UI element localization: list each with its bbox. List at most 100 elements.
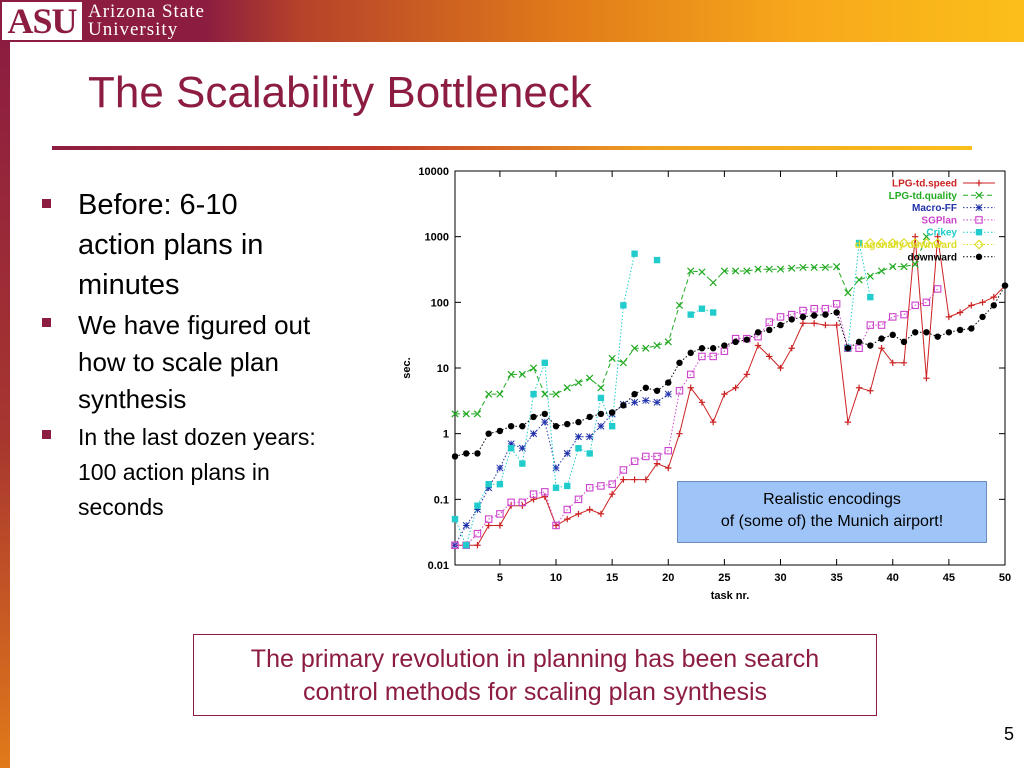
data-point — [597, 422, 605, 430]
data-point — [945, 313, 953, 321]
data-point — [922, 233, 931, 241]
data-point — [485, 481, 492, 488]
data-point — [474, 502, 481, 509]
x-tick-label: 35 — [831, 572, 843, 584]
data-point — [463, 450, 470, 457]
data-point — [912, 329, 919, 336]
data-point — [732, 384, 739, 391]
data-point — [496, 390, 504, 398]
data-point — [777, 364, 784, 372]
data-point — [698, 352, 706, 361]
data-point — [586, 433, 594, 441]
data-point — [975, 253, 983, 260]
data-point — [564, 515, 571, 523]
data-point — [975, 229, 983, 236]
data-point — [507, 440, 515, 448]
data-point — [541, 493, 548, 500]
data-point — [855, 338, 863, 346]
data-point — [776, 313, 785, 321]
data-point — [743, 371, 751, 378]
data-point — [810, 304, 818, 313]
data-point — [766, 326, 773, 334]
data-point — [990, 293, 997, 301]
bullet-square-icon — [42, 430, 51, 439]
data-point — [597, 482, 605, 490]
data-point — [956, 326, 964, 334]
legend-label: downward — [908, 252, 957, 263]
data-point — [833, 321, 840, 329]
x-tick-label: 20 — [662, 572, 674, 584]
data-point — [698, 268, 706, 276]
data-point — [608, 409, 616, 416]
data-point — [910, 238, 921, 249]
data-point — [541, 410, 548, 418]
data-point — [833, 262, 841, 271]
data-point — [462, 521, 470, 530]
data-point — [923, 374, 930, 382]
data-point — [473, 505, 482, 514]
data-point — [876, 238, 887, 249]
data-point — [664, 390, 672, 398]
data-point — [686, 370, 695, 379]
page-number: 5 — [1003, 724, 1014, 744]
data-point — [642, 344, 650, 352]
data-point — [799, 320, 807, 327]
data-point — [585, 484, 594, 492]
data-point — [474, 542, 481, 549]
data-point — [765, 265, 773, 273]
data-point — [473, 410, 482, 418]
data-point — [586, 450, 593, 457]
x-tick-label: 30 — [774, 572, 786, 584]
data-point — [484, 515, 493, 523]
legend-label: Macro-FF — [912, 203, 957, 214]
conclusion-box: The primary revolution in planning has b… — [193, 634, 877, 716]
data-point — [743, 267, 751, 275]
data-point — [541, 418, 549, 426]
data-point — [631, 250, 638, 257]
data-point — [788, 316, 795, 323]
data-point — [979, 313, 986, 321]
data-point — [721, 342, 728, 349]
data-point — [451, 410, 459, 418]
data-point — [889, 313, 897, 321]
data-point — [900, 310, 908, 319]
data-point — [821, 263, 830, 272]
legend-label: diagonally-downward — [855, 240, 957, 251]
data-point — [631, 398, 639, 406]
callout-line-1: Realistic encodings — [763, 491, 901, 508]
data-point — [631, 390, 638, 398]
data-point — [975, 216, 983, 224]
y-tick-label: 0.01 — [428, 560, 449, 572]
series-line — [455, 236, 1006, 546]
data-point — [552, 464, 560, 472]
data-point — [765, 318, 774, 326]
bullet-list: Before: 6-10 action plans in minutes We … — [42, 185, 322, 525]
data-point — [485, 430, 492, 437]
data-point — [900, 338, 908, 346]
data-point — [507, 422, 515, 430]
data-point — [788, 264, 796, 272]
data-point — [698, 399, 706, 406]
bullet-text: We have figured out how to scale plan sy… — [78, 310, 311, 414]
data-point — [653, 398, 661, 406]
data-point — [575, 418, 582, 426]
bullet-item-scale: We have figured out how to scale plan sy… — [42, 307, 322, 418]
data-point — [552, 484, 560, 491]
data-point — [709, 352, 717, 361]
data-point — [473, 529, 482, 538]
data-point — [975, 191, 983, 199]
legend-label: LPG-td.speed — [892, 179, 957, 190]
data-point — [810, 320, 818, 327]
data-point — [687, 267, 695, 275]
y-tick-label: 10000 — [418, 166, 449, 178]
bullet-square-icon — [42, 318, 51, 327]
data-point — [889, 331, 896, 339]
data-point — [631, 476, 638, 483]
data-point — [665, 379, 672, 386]
data-point — [653, 452, 661, 461]
data-point — [485, 522, 492, 529]
data-point — [810, 263, 818, 272]
data-point — [451, 453, 459, 460]
data-point — [529, 364, 538, 372]
data-point — [586, 413, 593, 421]
